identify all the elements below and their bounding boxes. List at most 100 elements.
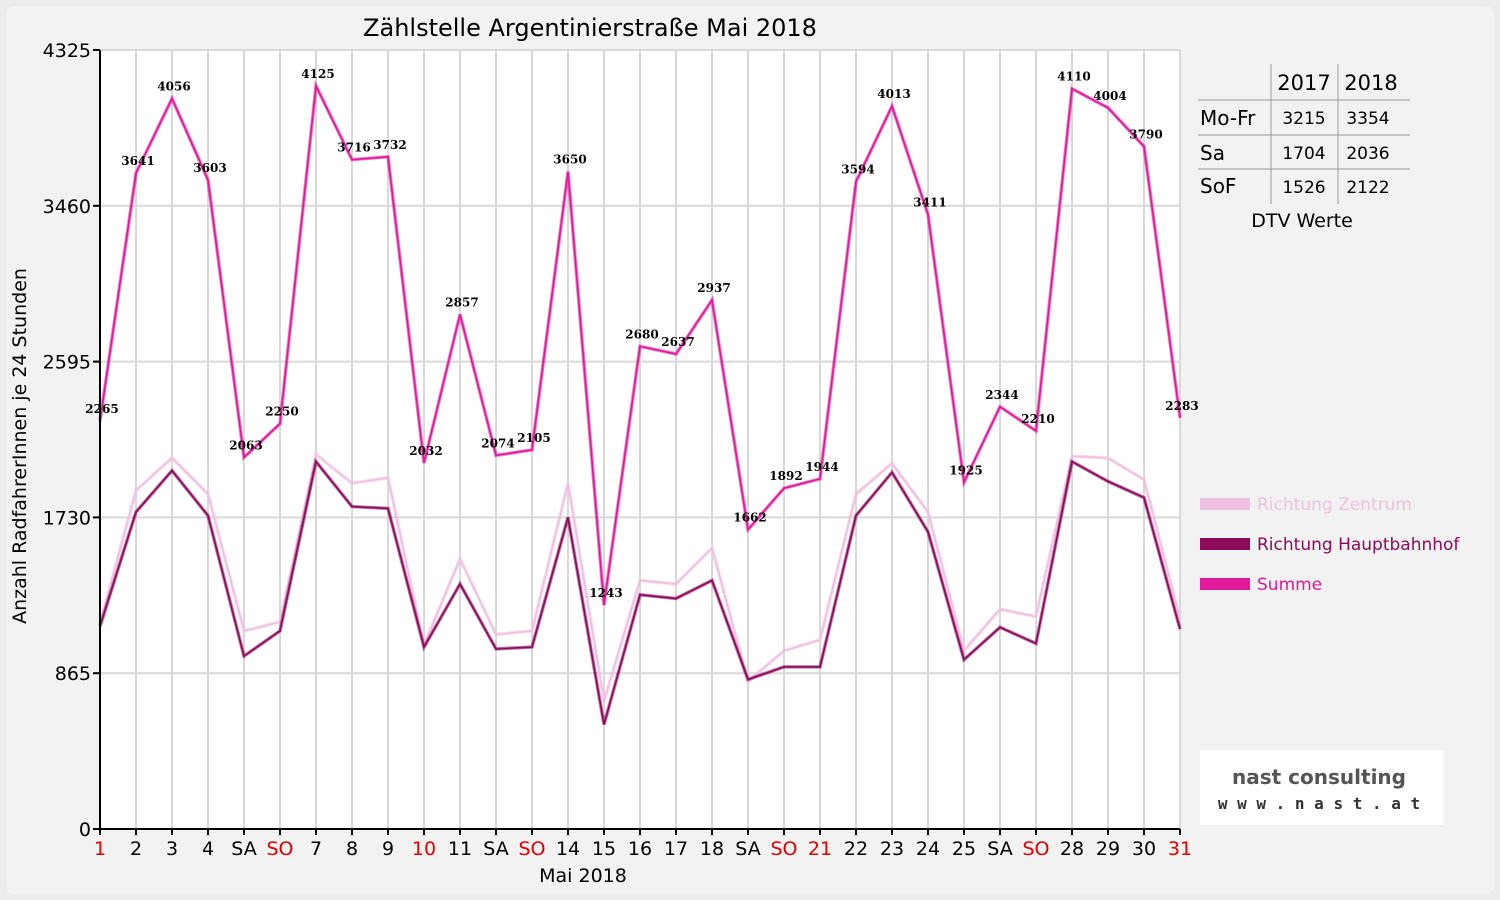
logo-name: nast consulting bbox=[1232, 765, 1406, 789]
data-label: 1892 bbox=[769, 469, 802, 483]
legend-swatch bbox=[1200, 498, 1250, 510]
x-axis-label: Mai 2018 bbox=[539, 865, 627, 887]
x-tick-label: 18 bbox=[700, 838, 724, 860]
legend-label: Richtung Hauptbahnhof bbox=[1257, 535, 1460, 555]
data-label: 2857 bbox=[445, 295, 478, 309]
x-tick-label: 10 bbox=[412, 838, 436, 860]
data-label: 2680 bbox=[625, 327, 658, 341]
data-label: 2210 bbox=[1021, 412, 1054, 426]
data-label: 2074 bbox=[481, 436, 514, 450]
data-label: 4056 bbox=[157, 79, 190, 93]
x-tick-label: 22 bbox=[844, 838, 868, 860]
dtv-cell: 2036 bbox=[1346, 144, 1389, 164]
data-label: 3790 bbox=[1129, 127, 1162, 141]
legend-swatch bbox=[1200, 538, 1250, 550]
data-label: 2344 bbox=[985, 388, 1018, 402]
y-tick-label: 0 bbox=[79, 819, 91, 841]
chart-title: Zählstelle Argentinierstraße Mai 2018 bbox=[363, 14, 817, 42]
x-tick-label: SA bbox=[231, 838, 256, 860]
data-label: 2063 bbox=[229, 438, 262, 452]
data-labels: 2265 3641 4056 3603 2063 2250 4125 3716 3732 2032… bbox=[85, 67, 1198, 600]
data-label: 2105 bbox=[517, 431, 550, 445]
data-label: 4110 bbox=[1057, 70, 1090, 84]
x-tick-label: 1 bbox=[94, 838, 106, 860]
data-label: 2032 bbox=[409, 444, 442, 458]
x-tick-label: SO bbox=[770, 838, 797, 860]
dtv-table: 2017 2018 Mo-Fr 3215 3354 Sa 1704 2036 S… bbox=[1198, 64, 1410, 232]
logo-url: w w w . n a s t . a t bbox=[1218, 794, 1420, 813]
x-tick-label: 2 bbox=[130, 838, 142, 860]
x-tick-label: 31 bbox=[1168, 838, 1192, 860]
x-tick-label: 24 bbox=[916, 838, 940, 860]
dtv-col-2018: 2018 bbox=[1344, 71, 1397, 95]
dtv-cell: 3215 bbox=[1282, 109, 1325, 129]
series-lines bbox=[98, 79, 1182, 725]
data-label: 3732 bbox=[373, 138, 406, 152]
x-tick-label: 17 bbox=[664, 838, 688, 860]
x-tick-label: 23 bbox=[880, 838, 904, 860]
data-label: 1925 bbox=[949, 463, 982, 477]
legend: Richtung Zentrum Richtung Hauptbahnhof Sum… bbox=[1200, 495, 1460, 595]
dtv-cell: 1704 bbox=[1282, 144, 1325, 164]
data-label: 2937 bbox=[697, 281, 730, 295]
y-tick-label: 2595 bbox=[43, 352, 91, 374]
dtv-row-label: SoF bbox=[1200, 174, 1236, 198]
chart-panel: 0 865 1730 2595 3460 4325 1 2 3 4 SA SO 7 8 9 10 11 SA SO 1… bbox=[6, 6, 1494, 894]
series-line bbox=[99, 459, 1181, 725]
dtv-cell: 2122 bbox=[1346, 178, 1389, 198]
x-tick-label: SA bbox=[987, 838, 1012, 860]
y-tick-label: 865 bbox=[55, 663, 91, 685]
dtv-cell: 3354 bbox=[1346, 109, 1389, 129]
series-line bbox=[99, 452, 1181, 702]
legend-label: Summe bbox=[1257, 575, 1322, 595]
x-tick-label: 8 bbox=[346, 838, 358, 860]
data-label: 2637 bbox=[661, 335, 694, 349]
dtv-row-label: Sa bbox=[1200, 141, 1225, 165]
data-label: 2250 bbox=[265, 405, 298, 419]
data-label: 2283 bbox=[1165, 399, 1198, 413]
x-tick-label: 25 bbox=[952, 838, 976, 860]
legend-swatch bbox=[1200, 578, 1250, 590]
legend-label: Richtung Zentrum bbox=[1257, 495, 1412, 515]
x-tick-label: 16 bbox=[628, 838, 652, 860]
dtv-cell: 1526 bbox=[1282, 178, 1325, 198]
y-tick-label: 4325 bbox=[43, 40, 91, 62]
data-label: 3650 bbox=[553, 153, 586, 167]
x-tick-label: 30 bbox=[1132, 838, 1156, 860]
x-tick-label: 28 bbox=[1060, 838, 1084, 860]
x-tick-label: SO bbox=[518, 838, 545, 860]
y-axis-label: Anzahl RadfahrerInnen je 24 Stunden bbox=[9, 268, 31, 624]
data-label: 1944 bbox=[805, 460, 838, 474]
x-tick-label: 21 bbox=[808, 838, 832, 860]
x-tick-label: SA bbox=[735, 838, 760, 860]
x-tick-label: 3 bbox=[166, 838, 178, 860]
data-label: 4125 bbox=[301, 67, 334, 81]
series-line bbox=[99, 83, 1181, 606]
y-tick-label: 3460 bbox=[43, 196, 91, 218]
data-label: 1662 bbox=[733, 511, 766, 525]
data-label: 3411 bbox=[913, 196, 946, 210]
data-label: 3594 bbox=[841, 163, 874, 177]
data-label: 3603 bbox=[193, 161, 226, 175]
data-label: 3716 bbox=[337, 141, 370, 155]
data-label: 4013 bbox=[877, 87, 910, 101]
data-label: 1243 bbox=[589, 586, 622, 600]
x-tick-label: 7 bbox=[310, 838, 322, 860]
grid bbox=[99, 49, 1181, 830]
dtv-caption: DTV Werte bbox=[1251, 210, 1353, 232]
dtv-col-2017: 2017 bbox=[1277, 71, 1330, 95]
x-tick-label: 4 bbox=[202, 838, 214, 860]
y-tick-label: 1730 bbox=[43, 507, 91, 529]
x-tick-label: SA bbox=[483, 838, 508, 860]
dtv-row-label: Mo-Fr bbox=[1200, 106, 1256, 130]
data-label: 3641 bbox=[121, 154, 154, 168]
x-tick-label: 29 bbox=[1096, 838, 1120, 860]
nast-logo: nast consulting w w w . n a s t . a t bbox=[1200, 750, 1443, 825]
data-label: 4004 bbox=[1093, 89, 1126, 103]
x-tick-label: SO bbox=[266, 838, 293, 860]
x-tick-label: 14 bbox=[556, 838, 580, 860]
x-tick-label: 15 bbox=[592, 838, 616, 860]
data-label: 2265 bbox=[85, 402, 118, 416]
